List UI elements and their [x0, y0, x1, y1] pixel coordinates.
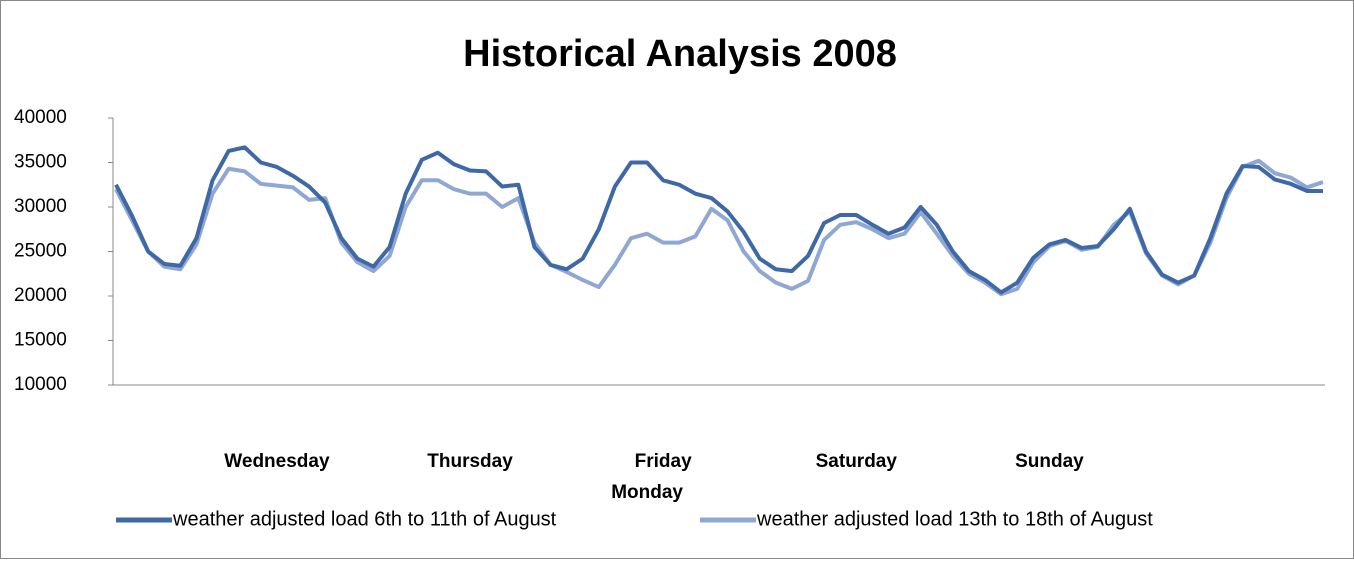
series-line [114, 145, 1323, 295]
y-tick-label: 10000 [14, 374, 67, 395]
y-tick-label: 35000 [14, 152, 67, 173]
y-tick-label: 30000 [14, 196, 67, 217]
x-tick-label: Sunday [1015, 451, 1084, 472]
x-tick-label: Monday [611, 482, 683, 503]
x-tick-label: Friday [635, 451, 692, 472]
legend-label: weather adjusted load 13th to 18th of Au… [756, 508, 1153, 530]
y-tick-label: 25000 [14, 241, 67, 262]
x-tick-label: Saturday [816, 451, 898, 472]
x-tick-label: Thursday [427, 451, 513, 472]
y-tick-label: 15000 [14, 330, 67, 351]
chart-title: Historical Analysis 2008 [463, 33, 897, 75]
legend-label: weather adjusted load 6th to 11th of Aug… [172, 508, 557, 530]
y-tick-label: 40000 [14, 107, 67, 128]
y-tick-label: 20000 [14, 285, 67, 306]
x-tick-label: Wednesday [224, 451, 330, 472]
